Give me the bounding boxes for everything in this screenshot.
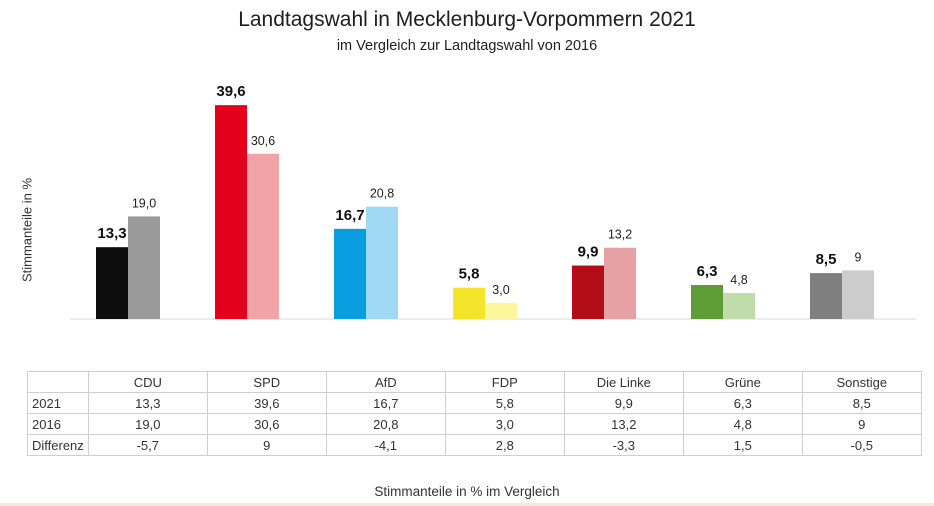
chart-title: Landtagswahl in Mecklenburg-Vorpommern 2…	[238, 8, 696, 31]
table-corner-cell	[27, 371, 89, 393]
table-cell: -0,5	[801, 434, 922, 456]
table-cell: -5,7	[87, 434, 208, 456]
table-cell: 6,3	[682, 392, 803, 414]
table-cell: 39,6	[206, 392, 327, 414]
data-label: 6,3	[697, 263, 718, 280]
bar-2016-grüne	[723, 293, 755, 319]
data-label: 8,5	[816, 251, 837, 268]
table-cell: 30,6	[206, 413, 327, 435]
table-cell: 8,5	[801, 392, 922, 414]
data-label: 30,6	[251, 134, 275, 148]
data-label: 20,8	[370, 187, 394, 201]
data-label: 13,3	[97, 225, 126, 242]
table-header-cell: Grüne	[682, 371, 803, 393]
bar-chart: 13,3 19,0 39,6 30,6 16,7 20,8 5,8 3,0 9,9 13,2 6,3…	[70, 83, 916, 320]
bar-2021-spd	[215, 105, 247, 319]
bar-2016-spd	[247, 153, 279, 319]
chart-subtitle: im Vergleich zur Landtagswahl von 2016	[336, 38, 598, 54]
x-axis-caption: Stimmanteile in % im Vergleich	[374, 484, 560, 499]
data-label: 5,8	[459, 266, 480, 283]
table-header-row: CDU SPD AfD FDP Die Linke Grüne Sonstige	[27, 371, 922, 393]
table-row: 2021 13,3 39,6 16,7 5,8 9,9 6,3 8,5	[27, 392, 922, 414]
bar-2016-cdu	[128, 216, 160, 319]
table-header-cell: Die Linke	[563, 371, 684, 393]
table-row-label: Differenz	[27, 434, 89, 456]
table-cell: 1,5	[682, 434, 803, 456]
table-cell: -3,3	[563, 434, 684, 456]
data-label: 9	[855, 250, 862, 264]
table-header-cell: Sonstige	[801, 371, 922, 393]
bar-2021-grüne	[691, 284, 723, 319]
table-row-label: 2021	[27, 392, 89, 414]
table-cell: 3,0	[444, 413, 565, 435]
table-cell: -4,1	[325, 434, 446, 456]
bar-2021-afd	[334, 228, 366, 319]
data-table: CDU SPD AfD FDP Die Linke Grüne Sonstige…	[27, 371, 922, 456]
table-header-cell: CDU	[87, 371, 208, 393]
table-cell: 5,8	[444, 392, 565, 414]
data-label: 19,0	[132, 196, 156, 210]
table-cell: 9,9	[563, 392, 684, 414]
table-cell: 13,2	[563, 413, 684, 435]
table-row: 2016 19,0 30,6 20,8 3,0 13,2 4,8 9	[27, 413, 922, 435]
table-header-cell: SPD	[206, 371, 327, 393]
data-label: 13,2	[608, 228, 632, 242]
bar-2021-fdp	[453, 287, 485, 319]
bar-2021-cdu	[96, 247, 128, 319]
data-label: 9,9	[578, 244, 599, 261]
table-cell: 9	[206, 434, 327, 456]
bar-2016-sonstige	[842, 270, 874, 319]
table-row-label: 2016	[27, 413, 89, 435]
table-cell: 19,0	[87, 413, 208, 435]
data-label: 39,6	[216, 83, 245, 100]
bar-2016-afd	[366, 206, 398, 319]
data-label: 3,0	[492, 283, 509, 297]
table-cell: 13,3	[87, 392, 208, 414]
data-label: 16,7	[335, 207, 364, 224]
table-cell: 9	[801, 413, 922, 435]
bar-2021-die-linke	[572, 265, 604, 319]
bar-2016-die-linke	[604, 247, 636, 319]
table-header-cell: AfD	[325, 371, 446, 393]
table-cell: 16,7	[325, 392, 446, 414]
data-label: 4,8	[730, 273, 747, 287]
table-row: Differenz -5,7 9 -4,1 2,8 -3,3 1,5 -0,5	[27, 434, 922, 456]
bar-2016-fdp	[485, 302, 517, 319]
table-cell: 20,8	[325, 413, 446, 435]
table-cell: 4,8	[682, 413, 803, 435]
table-header-cell: FDP	[444, 371, 565, 393]
bottom-divider	[0, 503, 934, 506]
bar-2021-sonstige	[810, 273, 842, 319]
table-cell: 2,8	[444, 434, 565, 456]
